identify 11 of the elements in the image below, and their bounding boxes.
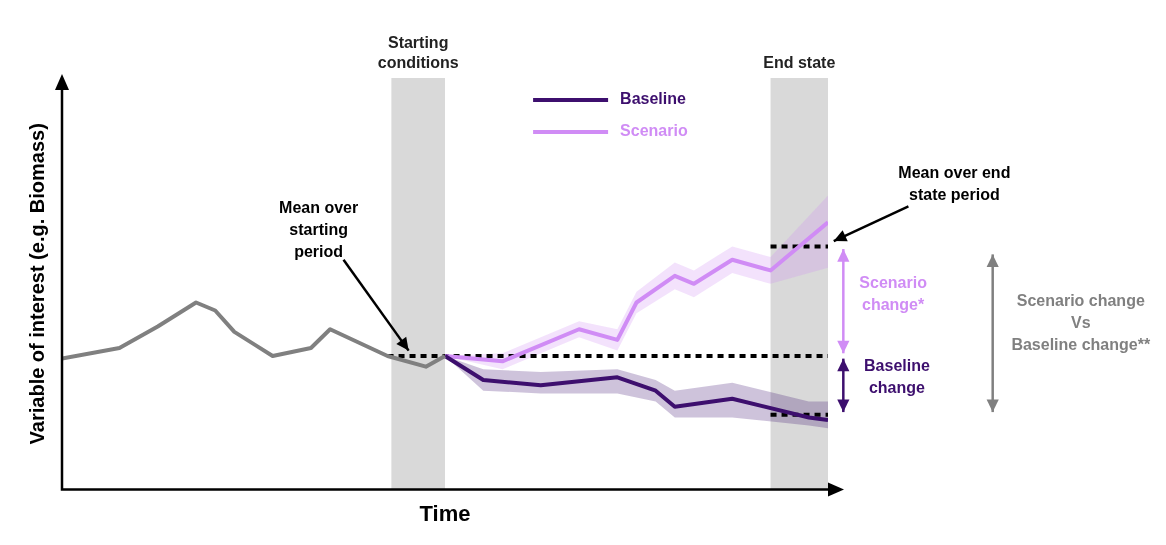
legend-label: Scenario bbox=[620, 122, 688, 140]
x-axis-title: Time bbox=[419, 500, 471, 526]
text: Baseline change bbox=[864, 356, 930, 396]
legend-label: Baseline bbox=[620, 90, 686, 108]
y-axis-title: Variable of interest (e.g. Biomass) bbox=[25, 123, 48, 445]
text: Scenario change Vs Baseline change** bbox=[1011, 292, 1151, 354]
text: Scenario change* bbox=[859, 273, 928, 313]
text: Starting conditions bbox=[377, 34, 459, 72]
annotation: Mean over starting period bbox=[279, 198, 359, 260]
text: Mean over end state period bbox=[898, 164, 1011, 204]
text: End state bbox=[763, 54, 836, 72]
